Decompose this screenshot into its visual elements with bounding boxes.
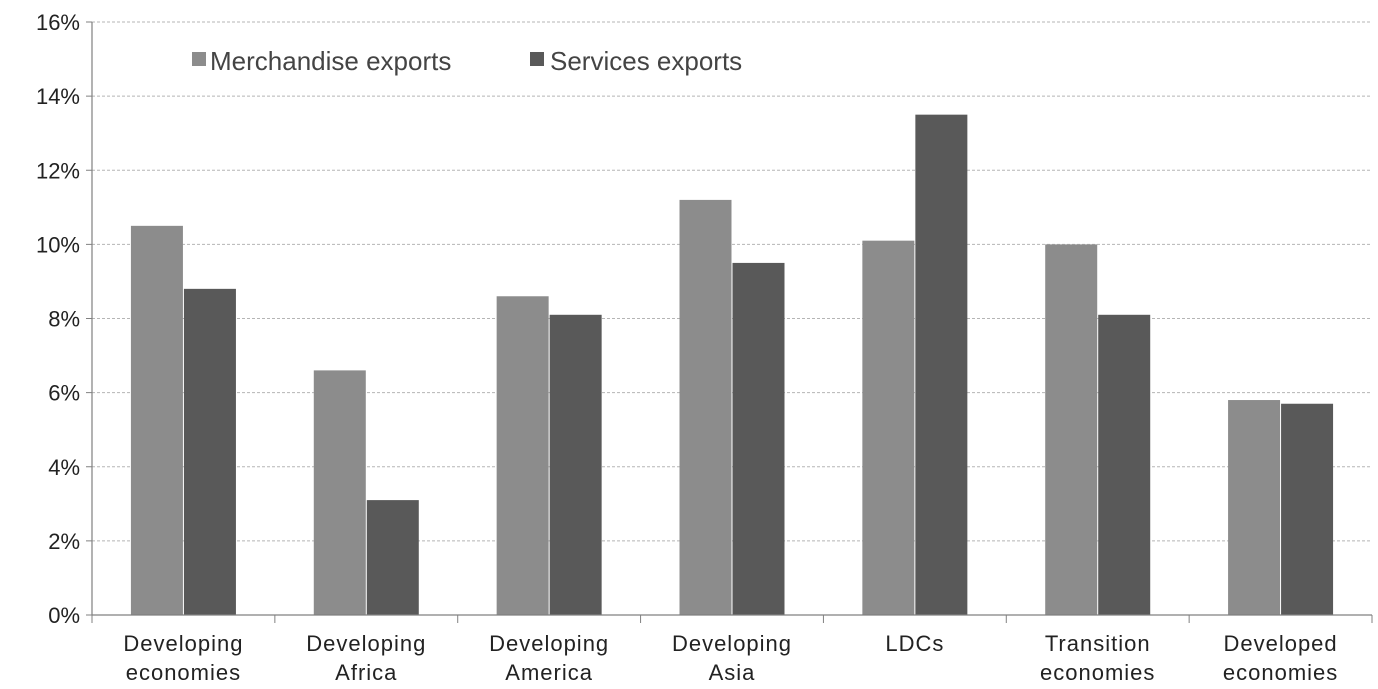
x-category-label: Developing xyxy=(123,631,243,656)
x-category-label: economies xyxy=(126,660,241,685)
legend-swatch-merchandise xyxy=(192,52,206,66)
bar-merchandise-0 xyxy=(130,225,183,615)
x-category-label: Africa xyxy=(335,660,397,685)
bar-merchandise-2 xyxy=(496,296,549,615)
x-category-label: economies xyxy=(1223,660,1338,685)
gridlines xyxy=(92,21,1372,542)
x-category-label: America xyxy=(505,660,593,685)
y-tick-label: 8% xyxy=(48,307,80,332)
y-tick-label: 4% xyxy=(48,455,80,480)
bar-merchandise-1 xyxy=(313,370,366,615)
y-tick-label: 6% xyxy=(48,381,80,406)
legend: Merchandise exports Services exports xyxy=(192,46,742,76)
x-category-label: LDCs xyxy=(885,631,944,656)
bar-merchandise-5 xyxy=(1045,244,1098,615)
bar-services-2 xyxy=(549,314,602,615)
y-tick-label: 12% xyxy=(36,158,80,183)
y-axis-tick-labels: 0% 2% 4% 6% 8% 10% 12% 14% 16% xyxy=(36,10,80,628)
y-tick-label: 14% xyxy=(36,84,80,109)
legend-label-services: Services exports xyxy=(550,46,742,76)
x-category-label: Developing xyxy=(672,631,792,656)
legend-swatch-services xyxy=(530,52,544,66)
x-axis-category-labels: Developing economies Developing Africa Devel… xyxy=(123,631,1338,685)
y-tick-label: 10% xyxy=(36,232,80,257)
bar-merchandise-6 xyxy=(1228,400,1281,615)
x-category-label: Transition xyxy=(1045,631,1151,656)
y-tick-label: 0% xyxy=(48,603,80,628)
y-tick-label: 16% xyxy=(36,10,80,35)
x-category-label: Asia xyxy=(709,660,756,685)
axes xyxy=(86,21,1373,623)
x-category-label: Developing xyxy=(489,631,609,656)
legend-label-merchandise: Merchandise exports xyxy=(210,46,451,76)
bar-services-5 xyxy=(1098,314,1151,615)
bar-services-3 xyxy=(732,262,785,615)
bar-merchandise-4 xyxy=(862,240,915,615)
x-category-label: Developed xyxy=(1223,631,1337,656)
bar-merchandise-3 xyxy=(679,199,732,615)
bar-services-6 xyxy=(1281,403,1334,615)
bar-services-1 xyxy=(366,500,419,615)
bar-services-4 xyxy=(915,114,968,615)
x-category-label: economies xyxy=(1040,660,1155,685)
bar-services-0 xyxy=(183,288,236,615)
y-tick-label: 2% xyxy=(48,529,80,554)
bars xyxy=(130,114,1334,615)
x-category-label: Developing xyxy=(306,631,426,656)
